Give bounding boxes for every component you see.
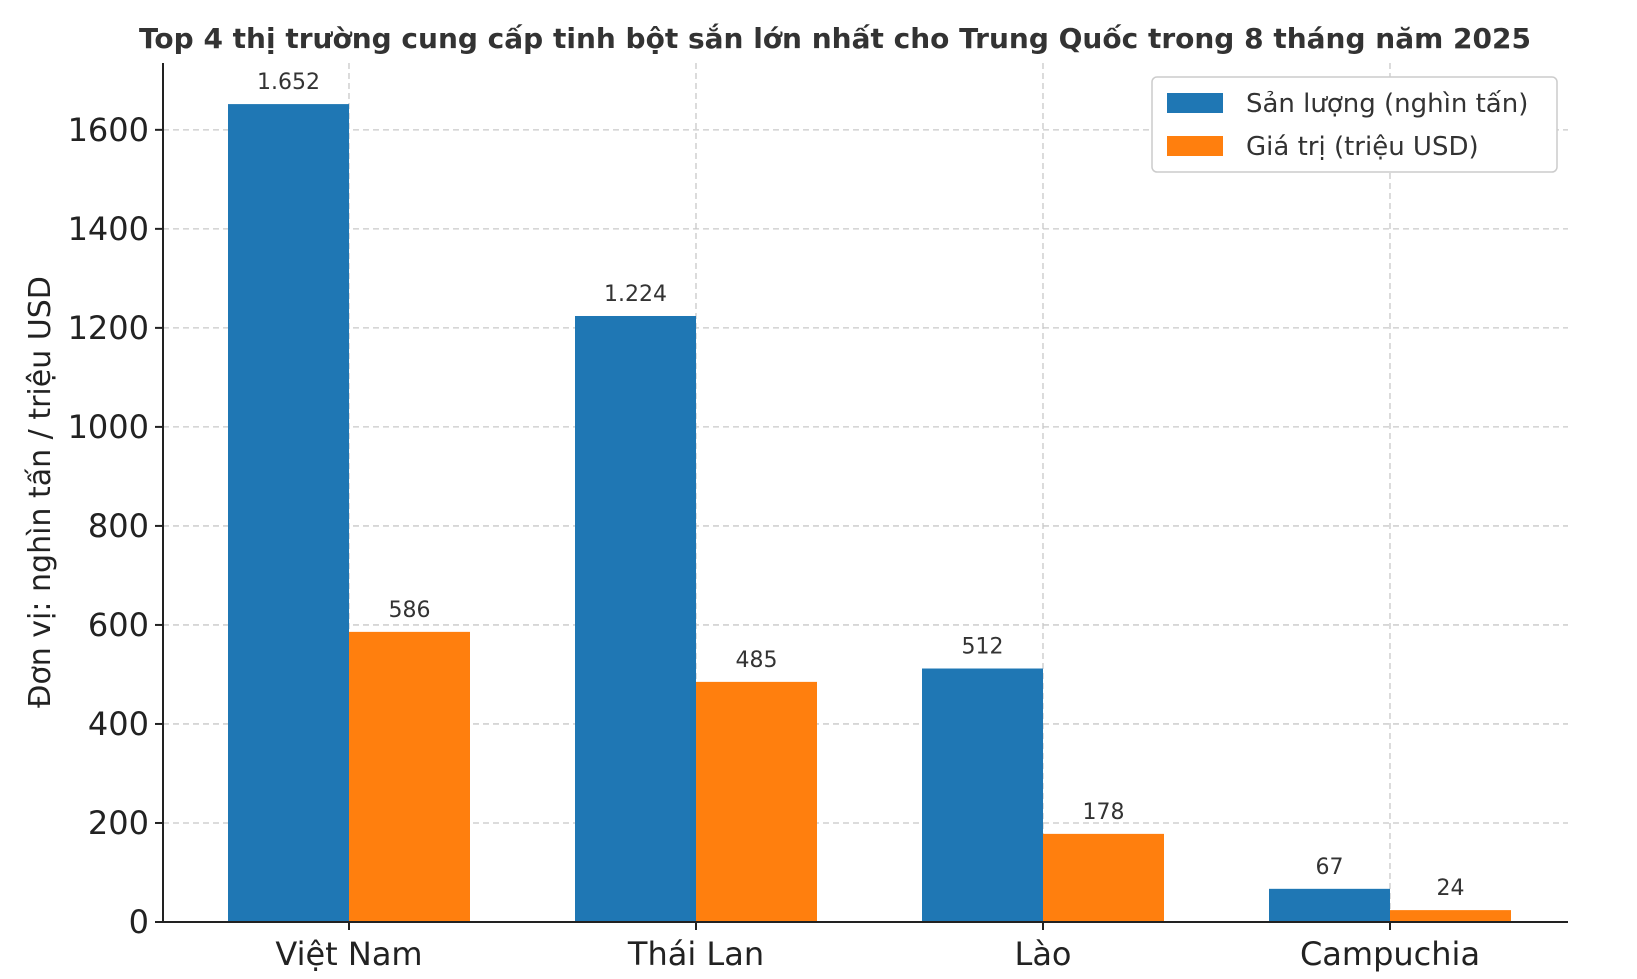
data-label: 178 [1083,800,1125,825]
bar [1390,910,1511,922]
y-axis-label: Đơn vị: nghìn tấn / triệu USD [23,276,58,708]
x-tick-label: Thái Lan [627,935,764,973]
legend-swatch [1167,136,1223,156]
bar [696,681,817,922]
data-label: 586 [389,598,431,623]
legend-box [1151,76,1558,173]
data-label: 67 [1316,855,1344,880]
bar [922,668,1043,922]
bars [228,104,1511,922]
x-tick-label: Lào [1014,935,1071,973]
y-tick-label: 1600 [68,111,149,149]
x-tick-label: Việt Nam [275,935,422,973]
y-tick-label: 1200 [68,309,149,347]
y-tick-label: 400 [88,705,149,743]
bar [349,631,470,922]
y-tick-label: 200 [88,804,149,842]
x-tick-label: Campuchia [1300,935,1480,973]
data-label: 24 [1437,876,1465,901]
legend-label: Sản lượng (nghìn tấn) [1246,89,1528,119]
bar [1043,833,1164,922]
bar [575,315,696,922]
chart-title: Top 4 thị trường cung cấp tinh bột sắn l… [139,22,1531,55]
data-label: 1.224 [604,282,667,307]
legend: Sản lượng (nghìn tấn) Giá trị (triệu USD) [1151,76,1558,173]
data-labels: 1.652 1.224 512 67 586 485 178 24 [257,70,1464,901]
y-tick-labels: 0 200 400 600 800 1000 1200 1400 1600 [68,111,163,941]
data-label: 485 [736,648,778,673]
x-tick-labels: Việt Nam Thái Lan Lào Campuchia [275,922,1480,973]
legend-label: Giá trị (triệu USD) [1246,132,1479,162]
bar [1269,888,1390,922]
y-tick-label: 1000 [68,408,149,446]
y-tick-label: 0 [129,903,149,941]
bar [228,104,349,922]
y-tick-label: 800 [88,507,149,545]
y-tick-label: 1400 [68,210,149,248]
axes [162,63,1568,923]
data-label: 512 [962,635,1004,660]
y-tick-label: 600 [88,606,149,644]
legend-swatch [1167,93,1223,113]
data-label: 1.652 [257,70,320,95]
